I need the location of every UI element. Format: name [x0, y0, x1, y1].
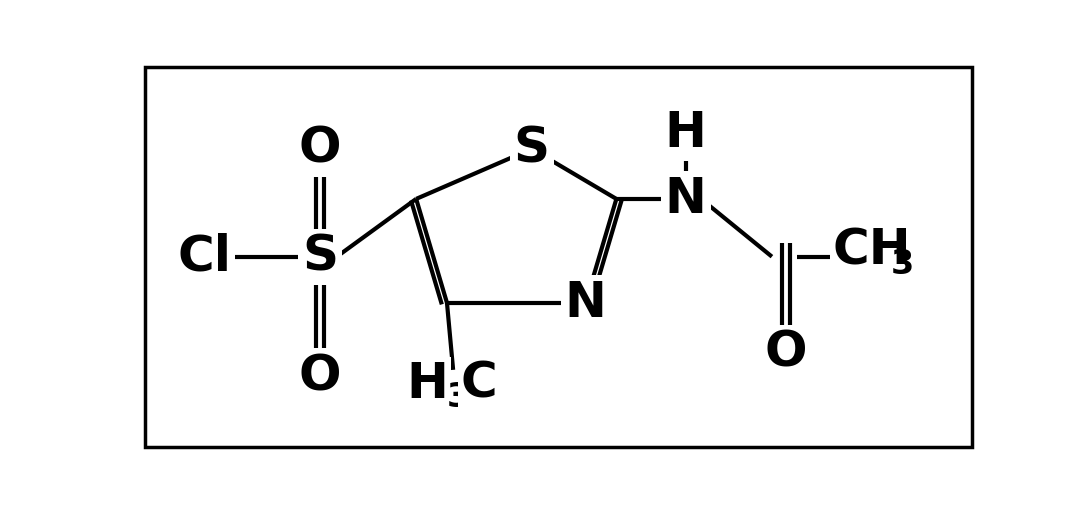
Text: H: H — [665, 109, 706, 157]
Text: S: S — [513, 125, 549, 173]
Text: S: S — [302, 233, 338, 280]
Text: 3: 3 — [892, 248, 915, 281]
Text: N: N — [565, 279, 606, 327]
Text: O: O — [299, 352, 341, 400]
Text: H: H — [407, 360, 448, 408]
Text: O: O — [299, 125, 341, 173]
Text: N: N — [665, 175, 706, 223]
Text: CH: CH — [833, 227, 911, 274]
Text: Cl: Cl — [178, 233, 231, 280]
Text: C: C — [461, 360, 498, 408]
Text: O: O — [764, 329, 807, 377]
Text: 3: 3 — [447, 381, 470, 414]
